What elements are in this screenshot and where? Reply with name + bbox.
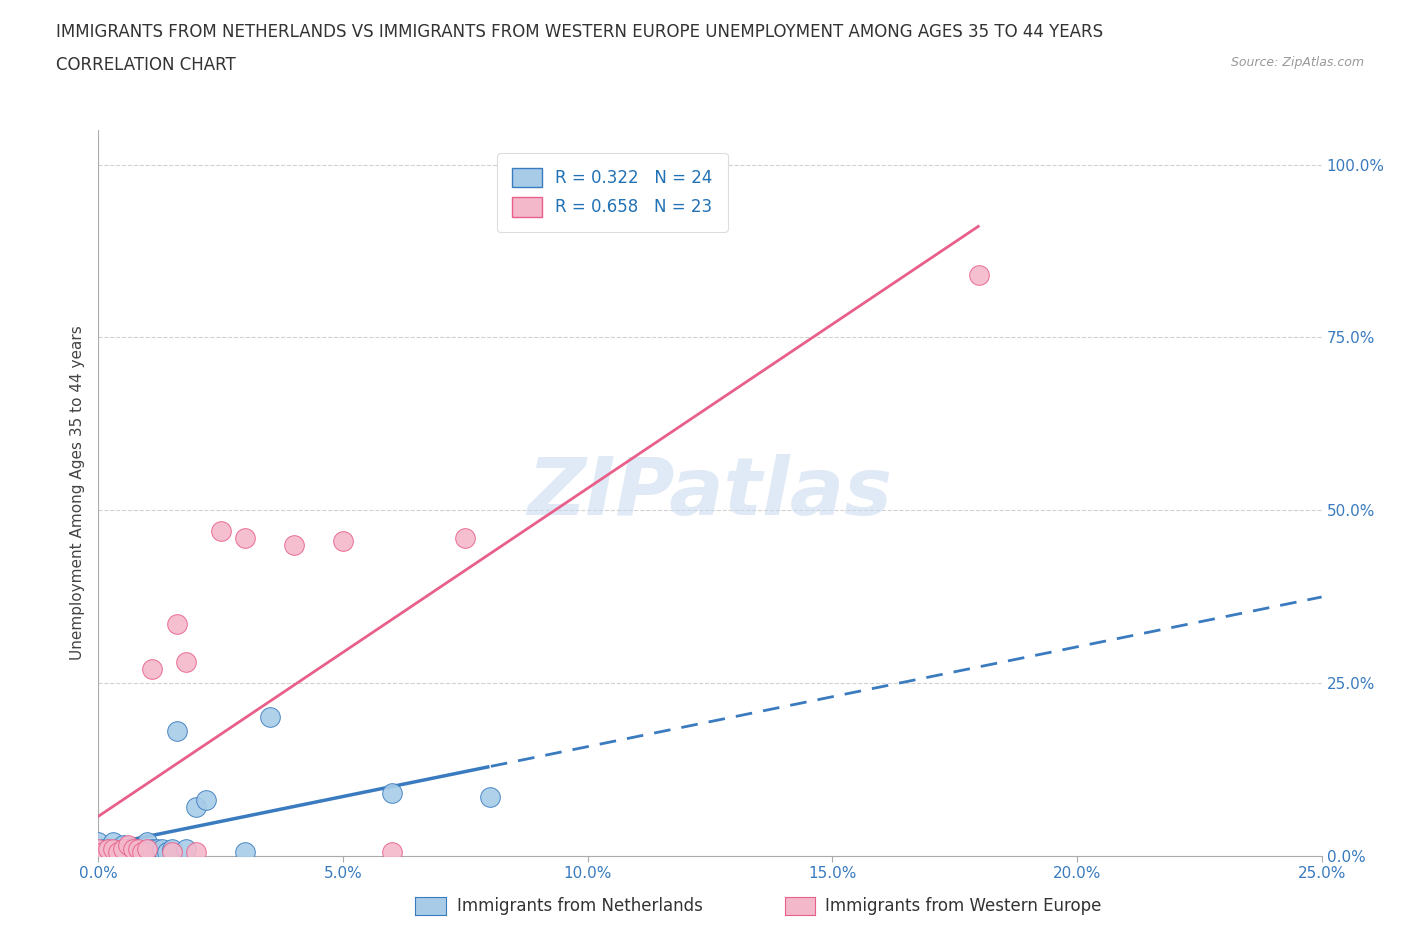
Y-axis label: Unemployment Among Ages 35 to 44 years: Unemployment Among Ages 35 to 44 years	[70, 326, 86, 660]
Point	[136, 842, 159, 857]
Point	[233, 530, 256, 545]
Point	[176, 842, 198, 857]
Point	[283, 538, 305, 552]
Point	[121, 844, 143, 859]
Point	[131, 844, 153, 859]
Point	[166, 724, 188, 738]
Point	[166, 617, 188, 631]
Point	[160, 844, 183, 859]
Point	[127, 842, 149, 857]
Point	[186, 844, 208, 859]
Point	[146, 842, 169, 857]
Point	[111, 838, 134, 853]
Legend: R = 0.322   N = 24, R = 0.658   N = 23: R = 0.322 N = 24, R = 0.658 N = 23	[496, 153, 727, 232]
Point	[91, 844, 114, 859]
Point	[87, 842, 110, 857]
Point	[117, 838, 139, 853]
Text: Source: ZipAtlas.com: Source: ZipAtlas.com	[1230, 56, 1364, 69]
Point	[111, 842, 134, 857]
Point	[332, 534, 354, 549]
Point	[127, 842, 149, 857]
Point	[186, 800, 208, 815]
Point	[150, 842, 173, 857]
Point	[209, 524, 232, 538]
Point	[381, 844, 404, 859]
Point	[160, 842, 183, 857]
Text: CORRELATION CHART: CORRELATION CHART	[56, 56, 236, 73]
Point	[91, 842, 114, 857]
Point	[967, 268, 990, 283]
Point	[478, 790, 501, 804]
Point	[381, 786, 404, 801]
Point	[97, 842, 120, 857]
Point	[176, 655, 198, 670]
Text: IMMIGRANTS FROM NETHERLANDS VS IMMIGRANTS FROM WESTERN EUROPE UNEMPLOYMENT AMONG: IMMIGRANTS FROM NETHERLANDS VS IMMIGRANT…	[56, 23, 1104, 41]
Text: ZIPatlas: ZIPatlas	[527, 454, 893, 532]
Point	[259, 710, 281, 724]
Point	[121, 842, 143, 857]
Point	[107, 844, 129, 859]
Point	[233, 844, 256, 859]
Point	[101, 834, 124, 849]
Point	[141, 661, 163, 676]
Point	[107, 842, 129, 857]
Text: Immigrants from Netherlands: Immigrants from Netherlands	[457, 897, 703, 915]
Point	[195, 793, 218, 808]
Point	[141, 842, 163, 857]
Point	[97, 842, 120, 857]
Point	[101, 842, 124, 857]
Point	[454, 530, 477, 545]
Text: Immigrants from Western Europe: Immigrants from Western Europe	[825, 897, 1102, 915]
Point	[131, 844, 153, 859]
Point	[136, 834, 159, 849]
Point	[117, 842, 139, 857]
Point	[156, 844, 179, 859]
Point	[87, 834, 110, 849]
